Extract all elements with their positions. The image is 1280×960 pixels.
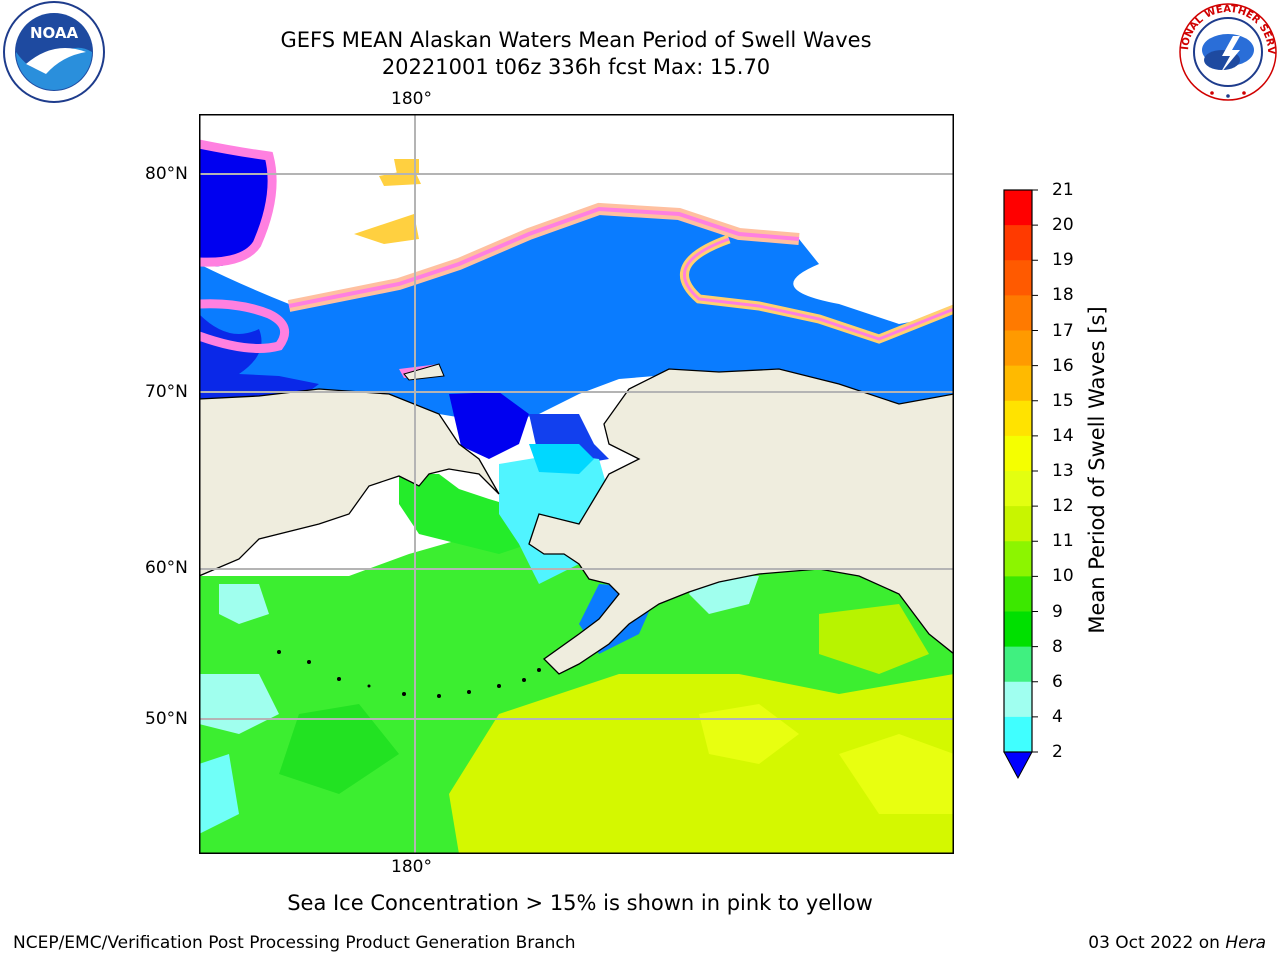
lat-label-70: 70°N (145, 382, 188, 402)
swell-period-map (199, 114, 954, 854)
colorbar-swatch (1004, 330, 1032, 367)
colorbar-tick-label: 2 (1052, 742, 1063, 762)
colorbar-tick-label: 18 (1052, 285, 1074, 306)
colorbar-tick-label: 21 (1052, 180, 1074, 200)
colorbar-tick-label: 19 (1052, 250, 1074, 271)
colorbar-tick-label: 10 (1052, 566, 1074, 587)
colorbar-tick-label: 8 (1052, 636, 1063, 657)
footer-credit: NCEP/EMC/Verification Post Processing Pr… (13, 933, 576, 953)
colorbar-swatch (1004, 576, 1032, 612)
colorbar-swatch (1004, 225, 1032, 261)
lat-label-50: 50°N (145, 709, 188, 729)
colorbar-swatch (1004, 611, 1032, 648)
colorbar-swatch (1004, 716, 1032, 753)
colorbar-swatch (1004, 400, 1032, 437)
chart-title: GEFS MEAN Alaskan Waters Mean Period of … (280, 28, 872, 52)
colorbar-swatch (1004, 260, 1032, 296)
colorbar-tick-label: 12 (1052, 496, 1074, 517)
sea-ice-note: Sea Ice Concentration > 15% is shown in … (287, 891, 873, 915)
chart-subtitle: 20221001 t06z 336h fcst Max: 15.70 (381, 55, 771, 79)
colorbar-swatch (1004, 681, 1032, 718)
footer-host: Hera (1225, 933, 1266, 953)
colorbar-swatch (1004, 471, 1032, 507)
colorbar (1003, 189, 1038, 780)
colorbar-tick-label: 9 (1052, 601, 1063, 622)
colorbar-swatch (1004, 365, 1032, 402)
colorbar-swatch (1004, 435, 1032, 472)
colorbar-tick-label: 15 (1052, 390, 1074, 411)
colorbar-title: Mean Period of Swell Waves [s] (1085, 306, 1109, 634)
colorbar-swatch (1004, 541, 1032, 577)
lat-label-60: 60°N (145, 558, 188, 578)
nws-logo: NATIONAL WEATHER SERVICE (1178, 2, 1277, 101)
lat-label-80: 80°N (145, 164, 188, 184)
lon-label-top: 180° (391, 89, 432, 109)
colorbar-tick-label: 6 (1052, 671, 1063, 692)
colorbar-tick-label: 4 (1052, 706, 1063, 727)
colorbar-tick-label: 13 (1052, 461, 1074, 481)
footer-date-text: 03 Oct 2022 on (1088, 933, 1226, 953)
colorbar-tick-label: 14 (1052, 425, 1074, 446)
noaa-logo-text: NOAA (30, 24, 79, 42)
colorbar-swatch (1004, 190, 1032, 226)
lon-label-bottom: 180° (391, 857, 432, 877)
footer-date: 03 Oct 2022 on Hera (1088, 932, 1266, 954)
colorbar-extend-arrow (1003, 751, 1033, 780)
colorbar-tick-label: 16 (1052, 355, 1074, 376)
colorbar-tick-label: 11 (1052, 531, 1074, 552)
colorbar-tick-label: 20 (1052, 215, 1074, 236)
colorbar-swatch (1004, 295, 1032, 331)
colorbar-swatch (1004, 646, 1032, 683)
colorbar-tick-label: 17 (1052, 320, 1074, 341)
noaa-logo: NOAA (3, 1, 105, 103)
colorbar-swatch (1004, 506, 1032, 542)
